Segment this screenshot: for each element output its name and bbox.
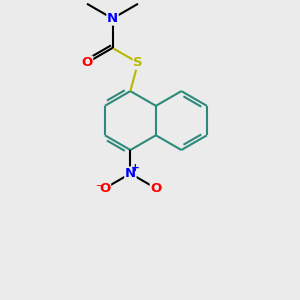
Text: S: S [133, 56, 143, 69]
Text: +: + [131, 163, 140, 173]
Text: O: O [150, 182, 161, 195]
Text: N: N [107, 12, 118, 25]
Text: O: O [99, 182, 110, 195]
Text: ⁻: ⁻ [95, 182, 101, 195]
Text: N: N [125, 167, 136, 180]
Text: O: O [81, 56, 93, 69]
